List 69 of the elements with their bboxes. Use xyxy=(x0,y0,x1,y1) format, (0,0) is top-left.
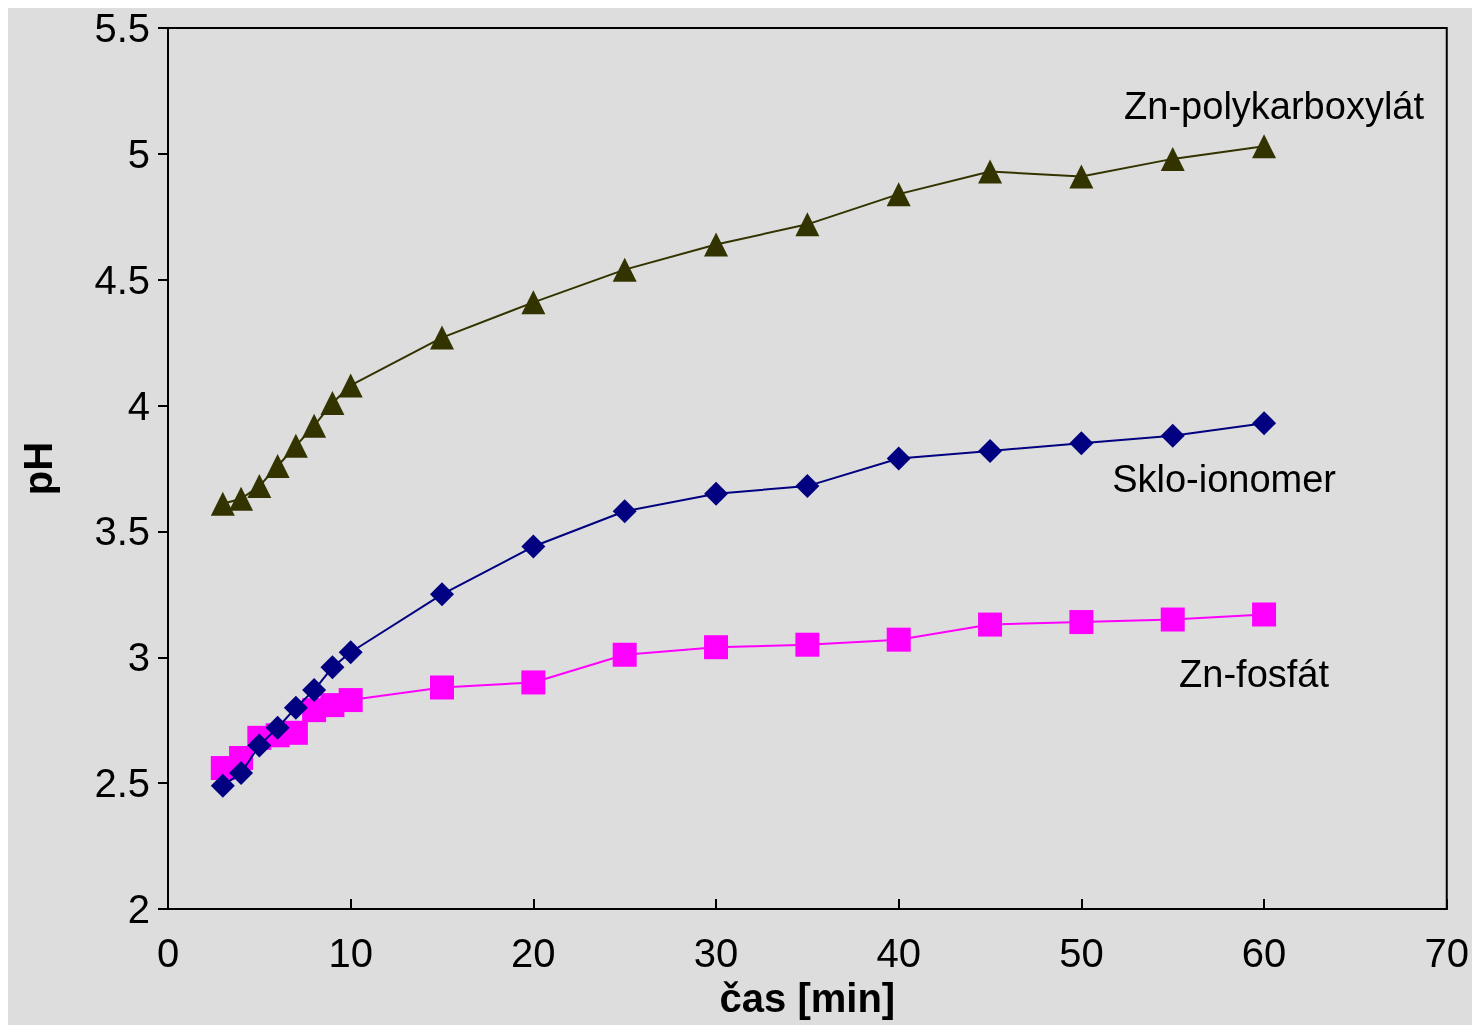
point xyxy=(1160,607,1185,632)
point xyxy=(1252,602,1277,627)
point xyxy=(210,491,235,516)
point xyxy=(283,720,308,745)
x-tick-label: 50 xyxy=(1059,931,1104,975)
series-label: Zn-polykarboxylát xyxy=(1124,85,1425,128)
point xyxy=(1252,134,1277,159)
point xyxy=(1160,146,1185,171)
point xyxy=(320,391,345,416)
point xyxy=(1252,411,1277,436)
y-tick-label: 2.5 xyxy=(94,761,150,806)
point xyxy=(612,257,637,282)
point xyxy=(1069,164,1094,189)
point xyxy=(247,733,272,758)
point xyxy=(704,232,729,257)
point xyxy=(283,433,308,458)
point xyxy=(247,474,272,499)
point xyxy=(886,182,911,207)
point xyxy=(283,695,308,720)
y-tick-label: 3.5 xyxy=(94,509,150,554)
y-axis-title: pH xyxy=(16,441,60,496)
point xyxy=(521,670,546,695)
point xyxy=(521,534,546,559)
point xyxy=(978,612,1003,637)
x-tick-label: 10 xyxy=(328,931,373,975)
point xyxy=(1160,423,1185,448)
y-tick-label: 3 xyxy=(127,635,150,680)
point xyxy=(612,642,637,667)
point xyxy=(886,627,911,652)
y-tick-label: 5.5 xyxy=(94,6,150,50)
series-label: Sklo-ionomer xyxy=(1112,458,1337,501)
point xyxy=(210,773,235,798)
point xyxy=(338,640,363,665)
point xyxy=(430,582,455,607)
point xyxy=(430,325,455,350)
point xyxy=(320,655,345,680)
point xyxy=(1069,431,1094,456)
x-tick-label: 20 xyxy=(511,931,556,975)
x-axis-title: čas [min] xyxy=(719,975,896,1020)
point xyxy=(265,453,290,478)
point xyxy=(612,499,637,524)
series-label: Zn-fosfát xyxy=(1179,653,1330,696)
y-tick-label: 4 xyxy=(127,383,150,428)
point xyxy=(338,688,363,713)
y-tick-label: 4.5 xyxy=(94,257,150,302)
point xyxy=(521,290,546,315)
point xyxy=(1069,610,1094,635)
x-tick-label: 70 xyxy=(1424,931,1469,975)
point xyxy=(704,481,729,506)
x-tick-label: 40 xyxy=(876,931,921,975)
point xyxy=(978,159,1003,184)
point xyxy=(978,438,1003,463)
point xyxy=(795,212,820,237)
y-tick-label: 5 xyxy=(127,131,150,176)
y-tick-label: 2 xyxy=(127,887,150,931)
x-tick-label: 60 xyxy=(1241,931,1287,975)
x-tick-label: 0 xyxy=(156,931,180,975)
point xyxy=(229,486,254,511)
point xyxy=(229,761,254,786)
point xyxy=(302,678,327,703)
point xyxy=(795,474,820,499)
point xyxy=(338,373,363,398)
point xyxy=(704,635,729,660)
point xyxy=(302,413,327,438)
x-tick-label: 30 xyxy=(693,931,739,975)
point xyxy=(430,675,455,700)
point xyxy=(886,446,911,471)
point xyxy=(795,632,820,657)
point xyxy=(265,715,290,740)
